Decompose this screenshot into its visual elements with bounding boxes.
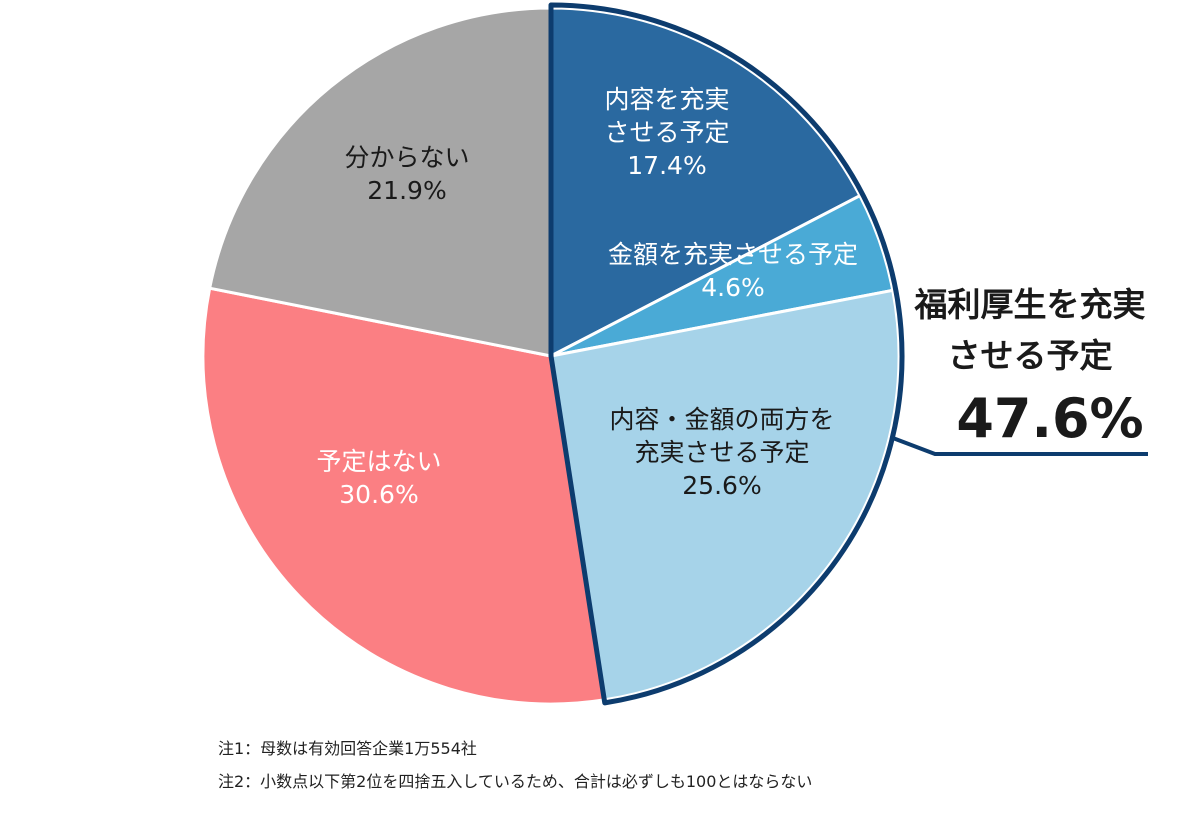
slice-label-none: 予定はない 30.6% xyxy=(316,447,441,509)
pie-slice-unknown xyxy=(208,6,553,358)
pie-slices xyxy=(201,6,901,706)
callout-leader-line xyxy=(893,436,1148,456)
slice-label-unknown: 分からない 21.9% xyxy=(344,143,469,205)
slice-label-both: 内容・金額の両方を充実させる予定 25.6% xyxy=(609,405,834,500)
note-2: 注2：小数点以下第2位を四捨五入しているため、合計は必ずしも100とはならない xyxy=(218,772,813,791)
slice-name-line-2: 充実させる予定 xyxy=(634,438,809,467)
callout-value: 47.6% xyxy=(956,387,1143,450)
pie-slice-none xyxy=(201,286,606,706)
note-1: 注1：母数は有効回答企業1万554社 xyxy=(218,739,477,758)
group-outline-enhance xyxy=(548,2,905,706)
slice-label-content: 内容を充実させる予定 17.4% xyxy=(604,85,729,180)
pie-slice-both xyxy=(549,288,901,702)
slice-value-unknown: 21.9% xyxy=(367,176,446,205)
pie-slice-content xyxy=(549,6,862,358)
slice-name-line-1: 内容・金額の両方を xyxy=(609,405,834,434)
slice-name-line-1: 予定はない xyxy=(316,447,441,476)
slice-value-amount: 4.6% xyxy=(701,273,765,302)
slice-name-line-2: させる予定 xyxy=(604,118,729,147)
callout-title-line-2: させる予定 xyxy=(948,336,1113,375)
slice-name-line-1: 分からない xyxy=(344,143,469,172)
slice-label-amount: 金額を充実させる予定 4.6% xyxy=(608,240,858,302)
slice-value-both: 25.6% xyxy=(682,471,761,500)
slice-name-line-1: 金額を充実させる予定 xyxy=(608,240,858,269)
pie-slice-labels: 内容を充実させる予定 17.4% 金額を充実させる予定 4.6% 内容・金額の両方を充実… xyxy=(316,85,858,509)
slice-name-line-1: 内容を充実 xyxy=(604,85,729,114)
callout-title-line-1: 福利厚生を充実 xyxy=(914,285,1146,324)
slice-value-content: 17.4% xyxy=(627,151,706,180)
slice-value-none: 30.6% xyxy=(339,480,418,509)
